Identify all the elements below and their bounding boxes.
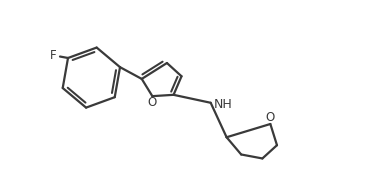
Text: O: O <box>148 96 157 109</box>
Text: NH: NH <box>214 98 233 111</box>
Text: F: F <box>50 49 57 62</box>
Text: O: O <box>266 111 275 124</box>
